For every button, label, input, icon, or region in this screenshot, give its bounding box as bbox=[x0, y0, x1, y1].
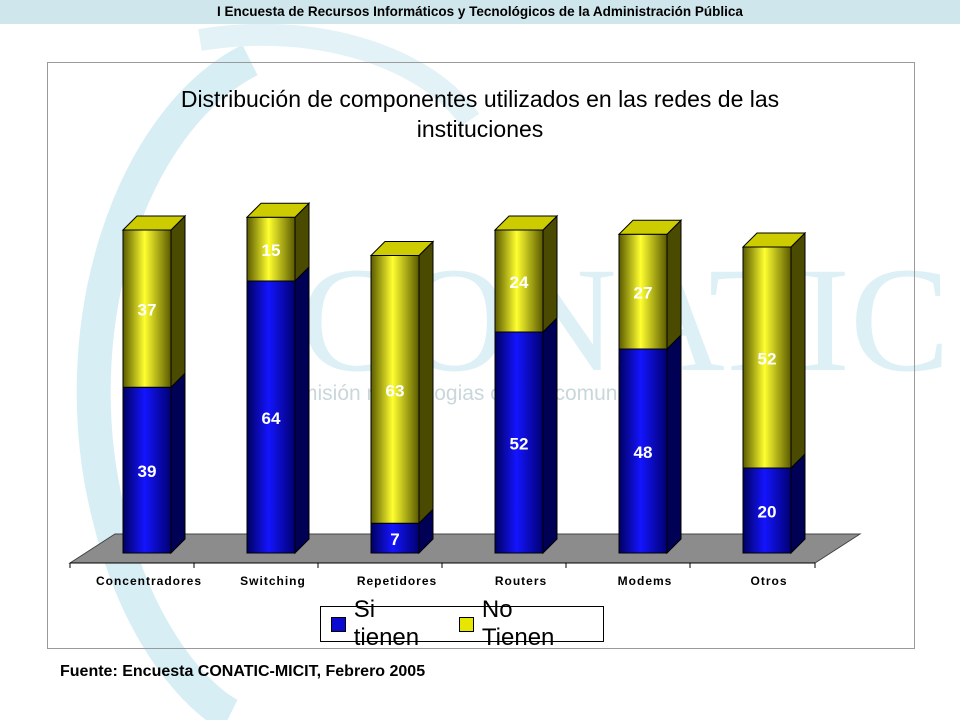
header-title: I Encuesta de Recursos Informáticos y Te… bbox=[217, 4, 743, 19]
x-tick-label-modems: Modems bbox=[618, 574, 673, 588]
data-label-no-tienen-routers: 24 bbox=[510, 273, 529, 292]
legend-label-si-tienen: Si tienen bbox=[353, 596, 420, 651]
bar-si-tienen-repetidores bbox=[370, 522, 420, 554]
bar-no-tienen-otros bbox=[742, 246, 792, 469]
legend-label-no-tienen: No Tienen bbox=[481, 596, 555, 651]
bar-top-no-tienen-switching bbox=[245, 202, 311, 218]
legend-swatch-no-tienen bbox=[459, 616, 474, 632]
bar-si-tienen-modems bbox=[618, 348, 668, 554]
x-tick-label-switching: Switching bbox=[240, 574, 306, 588]
header-band: I Encuesta de Recursos Informáticos y Te… bbox=[0, 0, 960, 24]
x-tick-label-otros: Otros bbox=[750, 574, 787, 588]
bar-side-no-tienen-routers bbox=[542, 214, 558, 334]
bar-side-si-tienen-switching bbox=[294, 265, 310, 555]
data-label-si-tienen-otros: 20 bbox=[758, 503, 777, 522]
bar-no-tienen-repetidores bbox=[370, 255, 420, 524]
bar-side-si-tienen-otros bbox=[790, 452, 806, 555]
data-label-no-tienen-modems: 27 bbox=[634, 284, 653, 303]
data-label-no-tienen-switching: 15 bbox=[262, 241, 281, 260]
bar-side-si-tienen-modems bbox=[666, 333, 682, 555]
x-tick-label-routers: Routers bbox=[495, 574, 547, 588]
bar-no-tienen-concentradores bbox=[122, 229, 172, 388]
bar-side-si-tienen-concentradores bbox=[170, 372, 186, 555]
bar-side-no-tienen-otros bbox=[790, 231, 806, 470]
bar-si-tienen-switching bbox=[246, 280, 296, 554]
legend-swatch-si-tienen bbox=[331, 616, 346, 632]
bar-si-tienen-otros bbox=[742, 467, 792, 554]
bar-side-no-tienen-repetidores bbox=[418, 240, 434, 525]
data-label-si-tienen-concentradores: 39 bbox=[138, 462, 157, 481]
bar-top-no-tienen-otros bbox=[741, 232, 807, 248]
bar-top-no-tienen-concentradores bbox=[121, 215, 187, 231]
x-tick-label-concentradores: Concentradores bbox=[96, 574, 202, 588]
chart-title: Distribución de componentes utilizados e… bbox=[180, 86, 780, 142]
data-label-si-tienen-switching: 64 bbox=[262, 409, 281, 428]
legend-item-no-tienen: No Tienen bbox=[459, 596, 589, 652]
chart-legend: Si tienen No Tienen bbox=[320, 596, 604, 651]
bar-top-no-tienen-repetidores bbox=[369, 241, 435, 256]
x-tick-label-repetidores: Repetidores bbox=[357, 574, 437, 588]
data-label-no-tienen-concentradores: 37 bbox=[138, 301, 157, 320]
bar-no-tienen-modems bbox=[618, 233, 668, 350]
source-note: Fuente: Encuesta CONATIC-MICIT, Febrero … bbox=[60, 663, 426, 680]
chart-floor bbox=[68, 533, 862, 564]
data-label-si-tienen-modems: 48 bbox=[634, 443, 653, 462]
bar-side-no-tienen-concentradores bbox=[170, 214, 186, 389]
bar-top-no-tienen-routers bbox=[493, 215, 559, 231]
chart-frame bbox=[47, 62, 915, 649]
bar-side-si-tienen-routers bbox=[542, 316, 558, 555]
legend-item-si-tienen: Si tienen bbox=[331, 596, 445, 652]
data-label-no-tienen-otros: 52 bbox=[758, 350, 777, 369]
data-label-si-tienen-repetidores: 7 bbox=[390, 530, 399, 549]
data-label-si-tienen-routers: 52 bbox=[510, 435, 529, 454]
bar-no-tienen-routers bbox=[494, 229, 544, 333]
bar-side-no-tienen-modems bbox=[666, 219, 682, 351]
data-label-no-tienen-repetidores: 63 bbox=[386, 381, 405, 400]
bar-top-no-tienen-modems bbox=[617, 219, 683, 235]
